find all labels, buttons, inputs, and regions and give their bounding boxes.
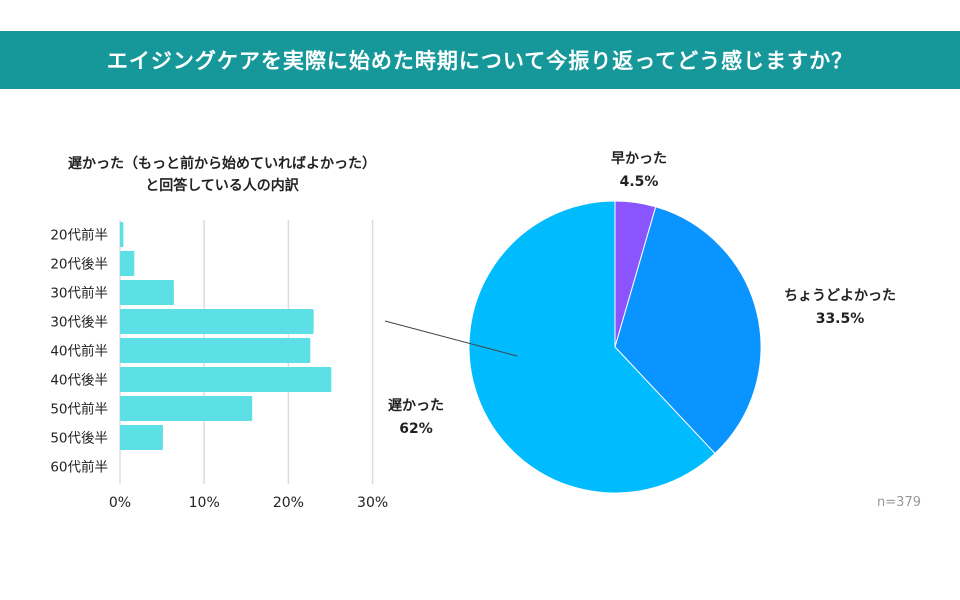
- y-tick-label: 50代前半: [50, 401, 108, 418]
- leader-line: [384, 320, 518, 357]
- pie-label: 遅かった: [388, 398, 444, 414]
- bar: [120, 338, 311, 363]
- y-tick-label: 20代後半: [50, 257, 108, 273]
- x-tick-label: 10%: [189, 495, 220, 511]
- y-tick-label: 20代前半: [50, 227, 108, 244]
- pie-value-label: 4.5%: [620, 174, 659, 190]
- chart-title: エイジングケアを実際に始めた時期について今振り返ってどう感じますか？: [0, 31, 960, 89]
- x-tick-label: 30%: [357, 495, 388, 511]
- bar: [120, 222, 124, 247]
- y-tick-label: 60代前半: [50, 459, 108, 476]
- y-tick-label: 30代前半: [50, 285, 108, 302]
- bar: [120, 280, 174, 305]
- pie-slice: [614, 206, 762, 455]
- bar: [120, 367, 332, 392]
- pie-value-label: 62%: [399, 421, 433, 437]
- bar: [120, 396, 253, 421]
- y-tick-label: 30代後半: [50, 315, 108, 331]
- sample-size: n=379: [877, 495, 921, 510]
- pie-slice: [468, 200, 716, 494]
- pie-value-label: 33.5%: [816, 311, 865, 327]
- bar: [120, 251, 135, 276]
- bar: [120, 309, 314, 334]
- y-tick-label: 40代後半: [50, 373, 108, 389]
- bar-title-line: 遅かった（もっと前から始めていればよかった）: [68, 155, 376, 172]
- x-tick-label: 20%: [273, 495, 304, 511]
- y-tick-label: 40代前半: [50, 343, 108, 360]
- bar-title-line: と回答している人の内訳: [145, 177, 300, 194]
- pie-label: ちょうどよかった: [784, 288, 896, 304]
- x-tick-label: 0%: [109, 495, 131, 511]
- pie-label: 早かった: [611, 151, 667, 167]
- y-tick-label: 50代後半: [50, 431, 108, 447]
- bar: [120, 425, 163, 450]
